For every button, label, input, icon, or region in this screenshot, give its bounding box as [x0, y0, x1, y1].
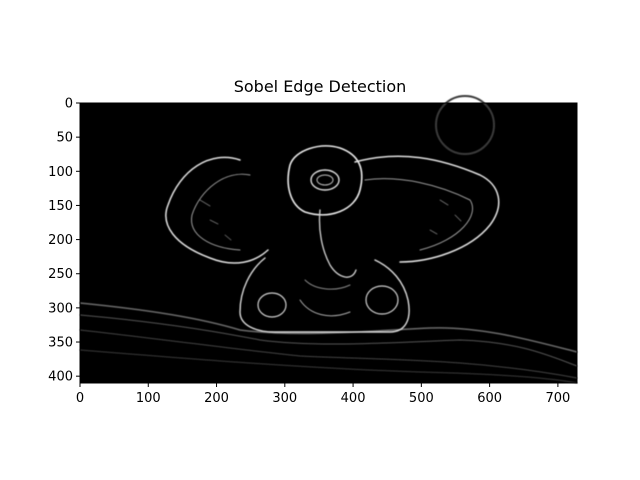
axes-frame [79, 102, 578, 384]
x-tick-label: 600 [477, 391, 502, 406]
x-tick-label: 500 [409, 391, 434, 406]
x-tick-label: 200 [204, 391, 229, 406]
right-ear-inner [364, 178, 473, 251]
y-tick-label: 250 [48, 267, 73, 282]
image-panel [80, 103, 577, 383]
y-tick-label: 400 [48, 370, 73, 385]
crown-ornament [310, 169, 340, 191]
y-tick-label: 0 [65, 97, 73, 112]
figure-title: Sobel Edge Detection [233, 77, 407, 96]
y-tick-label: 100 [48, 165, 73, 180]
moon-edge [435, 95, 495, 155]
belly-edge-2 [304, 279, 351, 290]
ear-texture [199, 199, 462, 241]
left-ear-edge [165, 156, 269, 264]
y-tick-label: 300 [48, 301, 73, 316]
y-tick-label: 150 [48, 199, 73, 214]
ground-edge-3 [79, 329, 578, 379]
y-tick-label: 350 [48, 336, 73, 351]
head-edge [287, 145, 363, 216]
y-tick-label: 200 [48, 233, 73, 248]
x-tick-label: 100 [136, 391, 161, 406]
y-axis: 0 50 100 150 200 250 300 350 400 [48, 97, 80, 385]
x-tick-label: 400 [341, 391, 366, 406]
x-axis: 0 100 200 300 400 500 600 700 [76, 383, 570, 406]
right-hand-edge [365, 285, 399, 315]
y-tick-label: 50 [56, 131, 73, 146]
belly-edge [299, 299, 351, 317]
left-ear-inner [191, 173, 251, 251]
ground-edge [79, 302, 578, 353]
edge-image [79, 95, 578, 384]
x-tick-label: 300 [272, 391, 297, 406]
x-tick-label: 700 [545, 391, 570, 406]
ground-edge-2 [79, 314, 578, 367]
ground-edge-4 [79, 349, 578, 384]
x-tick-label: 0 [76, 391, 84, 406]
right-ear-edge [354, 155, 500, 263]
body-edge [239, 257, 410, 333]
trunk-edge [318, 209, 357, 278]
crown-ornament-inner [316, 174, 334, 186]
left-hand-edge [257, 292, 287, 318]
